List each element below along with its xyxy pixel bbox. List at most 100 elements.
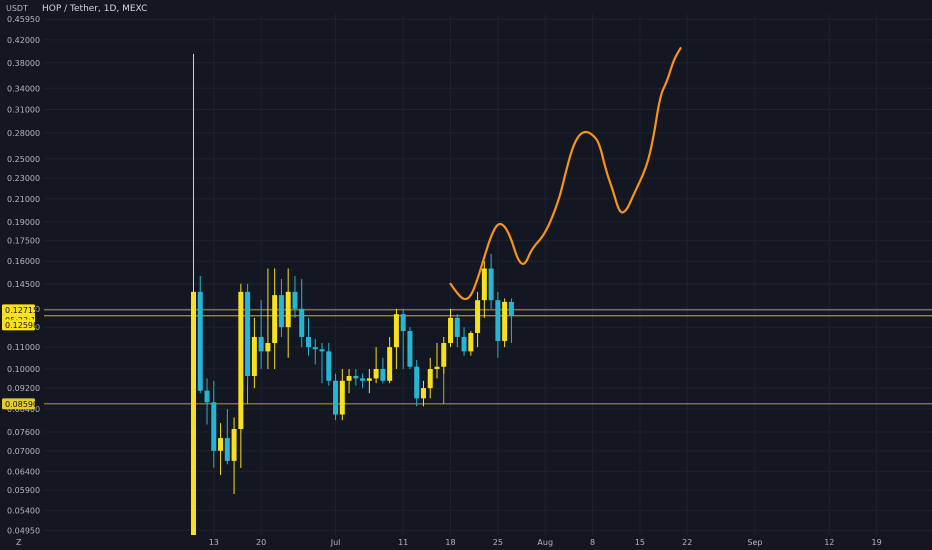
candle-body: [191, 291, 196, 535]
y-tick-label: 0.07600: [7, 428, 40, 437]
candle-body: [285, 291, 291, 328]
candle-body: [278, 295, 284, 328]
candle-body: [387, 347, 393, 381]
price-badge-label: 0.12598: [5, 321, 38, 330]
price-badge-label: 0.08590: [5, 400, 38, 409]
candle-body: [353, 376, 359, 379]
y-tick-label: 0.05900: [7, 486, 40, 495]
candle-body: [414, 366, 420, 399]
candle-body: [475, 300, 481, 333]
candle-body: [508, 301, 514, 316]
candle-body: [251, 336, 257, 377]
candle-body: [360, 378, 366, 381]
candle-body: [292, 291, 298, 309]
y-tick-label: 0.38000: [7, 59, 40, 68]
candle-body: [393, 314, 399, 348]
candle-body: [333, 380, 339, 415]
x-tick-label: 13: [209, 538, 219, 547]
candle-body: [326, 351, 332, 381]
x-tick-label: 25: [493, 538, 503, 547]
y-tick-label: 0.25000: [7, 155, 40, 164]
candle-body: [441, 343, 447, 367]
y-tick-label: 0.08400: [7, 405, 40, 414]
candle-body: [495, 300, 501, 341]
candle-body: [204, 390, 210, 403]
x-tick-label: 18: [445, 538, 455, 547]
x-tick-label: 19: [872, 538, 882, 547]
candle-body: [238, 291, 244, 429]
y-tick-label: 0.28000: [7, 129, 40, 138]
y-tick-label: 0.19000: [7, 218, 40, 227]
candle-body: [299, 308, 305, 337]
timezone-icon[interactable]: Z: [16, 538, 22, 547]
x-tick-label: Aug: [537, 538, 553, 547]
x-tick-label: 11: [398, 538, 408, 547]
candle-body: [400, 314, 406, 332]
candle-body: [272, 295, 278, 344]
x-tick-label: 8: [590, 538, 595, 547]
candle-body: [427, 369, 433, 389]
y-tick-label: 0.16000: [7, 257, 40, 266]
y-tick-label: 0.17500: [7, 237, 40, 246]
candle-body: [407, 331, 413, 367]
candle-body: [319, 349, 325, 352]
candle-body: [197, 291, 203, 391]
chart-title: HOP / Tether, 1D, MEXC: [42, 4, 148, 14]
candle-body: [366, 378, 372, 381]
y-tick-label: 0.14500: [7, 280, 40, 289]
x-tick-label: 20: [256, 538, 266, 547]
y-tick-label: 0.31000: [7, 105, 40, 114]
candle-body: [454, 317, 460, 337]
y-tick-label: 0.42000: [7, 36, 40, 45]
candle-body: [305, 336, 311, 348]
x-tick-label: Sep: [747, 538, 762, 547]
candle-body: [488, 268, 494, 301]
candle-body: [448, 317, 454, 344]
price-badge-level: [2, 398, 35, 410]
candle-body: [468, 332, 474, 352]
y-tick-label: 0.05400: [7, 506, 40, 515]
projection-path: [449, 47, 682, 301]
y-tick-label: 0.06400: [7, 467, 40, 476]
candle-body: [339, 380, 345, 415]
candle-body: [373, 369, 379, 379]
y-tick-label: 0.11000: [7, 343, 40, 352]
time-axis: Z 13 20 Jul 11 18 25 Aug 8 15 22 Sep 12 19: [16, 538, 882, 547]
candle-body: [245, 291, 251, 377]
level-lines: [44, 309, 932, 405]
price-badge-label: 0.12715: [5, 306, 38, 315]
y-tick-label: 0.34000: [7, 84, 40, 93]
y-tick-label: 0.21000: [7, 195, 40, 204]
candle-body: [481, 268, 487, 301]
grid: [44, 14, 932, 535]
y-tick-label: 0.07000: [7, 447, 40, 456]
candle-body: [420, 388, 426, 399]
candle-body: [218, 438, 224, 451]
candle-body: [434, 366, 440, 370]
candle-body: [346, 376, 352, 381]
candle-body: [380, 369, 386, 381]
y-tick-label: 0.04950: [7, 526, 40, 535]
y-tick-label: 0.10000: [7, 365, 40, 374]
price-badge-current: [2, 304, 35, 316]
candle-body: [265, 343, 271, 352]
y-tick-label: 0.23000: [7, 174, 40, 183]
candles: [191, 53, 514, 535]
x-tick-label: 12: [824, 538, 834, 547]
x-tick-label: 15: [635, 538, 645, 547]
y-tick-label: 0.09200: [7, 384, 40, 393]
y-tick-label: 0.45950: [7, 15, 40, 24]
candle-body: [461, 336, 467, 352]
x-tick-label: 22: [682, 538, 692, 547]
candle-body: [231, 428, 237, 461]
candle-body: [502, 301, 508, 341]
candle-body: [211, 402, 217, 451]
candle-body: [224, 438, 230, 461]
price-badge-level: [2, 319, 35, 331]
candle-body: [312, 347, 318, 350]
drawn-projection: [449, 47, 682, 301]
candle-body: [258, 336, 264, 352]
price-axis: USDT 0.45950 0.42000 0.38000 0.34000 0.31000…: [6, 4, 40, 535]
